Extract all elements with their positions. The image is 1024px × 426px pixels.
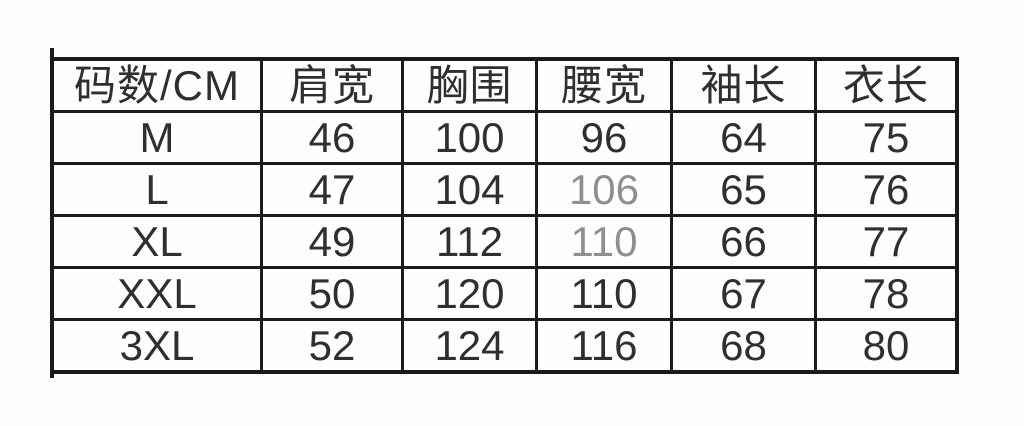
header-cell-chest: 胸围 (401, 57, 538, 113)
table-row: L 47 104 106 65 76 (50, 162, 959, 217)
value-cell: 68 (670, 318, 817, 374)
value-cell: 67 (670, 266, 817, 321)
value-cell: 116 (535, 318, 673, 374)
value-cell: 106 (535, 162, 673, 217)
value-cell: 78 (814, 266, 959, 321)
value-cell: 52 (260, 318, 404, 374)
value-cell: 66 (670, 214, 817, 269)
size-cell: XXL (50, 266, 263, 321)
table-row: XL 49 112 110 66 77 (50, 214, 959, 269)
value-cell: 110 (535, 214, 673, 269)
header-cell-garment-length: 衣长 (814, 57, 959, 113)
value-cell: 64 (670, 110, 817, 165)
table-row: M 46 100 96 64 75 (50, 110, 959, 165)
value-cell: 96 (535, 110, 673, 165)
size-cell: L (50, 162, 263, 217)
value-cell: 110 (535, 266, 673, 321)
header-cell-size-cm: 码数/CM (50, 57, 263, 113)
value-cell: 124 (401, 318, 538, 374)
header-cell-sleeve-length: 袖长 (670, 57, 817, 113)
size-chart-table: 码数/CM 肩宽 胸围 腰宽 袖长 衣长 M 46 100 96 64 75 L… (50, 57, 959, 374)
value-cell: 50 (260, 266, 404, 321)
header-row: 码数/CM 肩宽 胸围 腰宽 袖长 衣长 (50, 57, 959, 113)
value-cell: 76 (814, 162, 959, 217)
size-cell: M (50, 110, 263, 165)
header-cell-waist-width: 腰宽 (535, 57, 673, 113)
header-cell-shoulder-width: 肩宽 (260, 57, 404, 113)
value-cell: 46 (260, 110, 404, 165)
table-row: 3XL 52 124 116 68 80 (50, 318, 959, 374)
value-cell: 49 (260, 214, 404, 269)
size-cell: XL (50, 214, 263, 269)
value-cell: 75 (814, 110, 959, 165)
value-cell: 100 (401, 110, 538, 165)
table-body: M 46 100 96 64 75 L 47 104 106 65 76 XL … (50, 110, 959, 374)
value-cell: 120 (401, 266, 538, 321)
value-cell: 104 (401, 162, 538, 217)
value-cell: 47 (260, 162, 404, 217)
size-cell: 3XL (50, 318, 263, 374)
table-header: 码数/CM 肩宽 胸围 腰宽 袖长 衣长 (50, 57, 959, 113)
scan-artifact-tick-top (50, 48, 54, 58)
value-cell: 77 (814, 214, 959, 269)
value-cell: 80 (814, 318, 959, 374)
value-cell: 65 (670, 162, 817, 217)
table-row: XXL 50 120 110 67 78 (50, 266, 959, 321)
scan-artifact-tick-bottom (50, 370, 54, 378)
value-cell: 112 (401, 214, 538, 269)
